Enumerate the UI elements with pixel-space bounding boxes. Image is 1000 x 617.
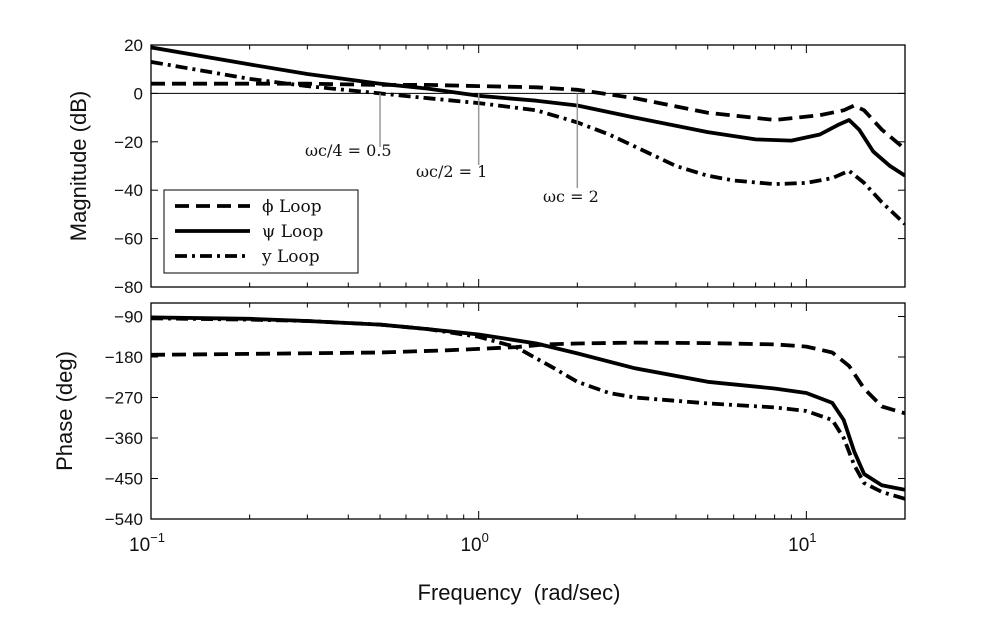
magnitude-frame [150, 44, 906, 288]
annotation-label: ωc/4 = 0.5 [305, 141, 392, 160]
phase-frame [150, 302, 906, 520]
phase-panel: −90 −180 −270 −360 −450 −540 10−1 100 101 Phase… [52, 302, 906, 605]
phase-y-ticks: −90 −180 −270 −360 −450 −540 [105, 308, 905, 529]
legend-label-y-loop: y Loop [261, 247, 320, 267]
phase-y-tick-label: −270 [105, 389, 143, 408]
annotation-label: ωc/2 = 1 [416, 162, 487, 181]
magnitude-series-loop [151, 81, 905, 151]
magnitude-y-axis-title: Magnitude (dB) [66, 91, 91, 241]
x-tick-label: 100 [460, 530, 488, 556]
magnitude-y-tick-label: −20 [114, 133, 143, 152]
phase-series-y-loop [151, 316, 905, 501]
phase-plot-area [151, 315, 905, 501]
annotation-label: ωc = 2 [543, 187, 599, 206]
phase-x-ticks: 10−1 100 101 [129, 303, 906, 556]
crossover-annotations: ωc/4 = 0.5 ωc/2 = 1 ωc = 2 [305, 93, 599, 206]
phase-y-tick-label: −540 [105, 510, 143, 529]
phase-y-tick-label: −180 [105, 348, 143, 367]
legend-label-loop: ψ Loop [262, 222, 323, 242]
x-axis-title: Frequency (rad/sec) [418, 580, 621, 605]
phase-series-loop [151, 315, 905, 492]
legend-label-loop: ϕ Loop [262, 197, 322, 217]
magnitude-plot-area [151, 45, 905, 226]
phase-y-tick-label: −450 [105, 470, 143, 489]
magnitude-y-tick-label: −40 [114, 181, 143, 200]
magnitude-y-tick-label: 0 [134, 84, 143, 103]
magnitude-y-ticks: 20 0 −20 −40 −60 −80 [114, 36, 905, 297]
x-tick-label: 101 [788, 530, 816, 556]
phase-y-tick-label: −90 [114, 308, 143, 327]
legend: ϕ Loop ψ Loop y Loop [163, 189, 359, 274]
magnitude-y-tick-label: 20 [124, 36, 143, 55]
phase-series-loop [151, 340, 905, 416]
magnitude-y-tick-label: −60 [114, 230, 143, 249]
magnitude-y-tick-label: −80 [114, 278, 143, 297]
magnitude-x-ticks [150, 45, 906, 287]
phase-y-tick-label: −360 [105, 429, 143, 448]
magnitude-series-loop [151, 45, 905, 178]
x-tick-label: 10−1 [129, 530, 165, 556]
phase-y-axis-title: Phase (deg) [52, 351, 77, 471]
magnitude-panel: 20 0 −20 −40 −60 −80 Magnitude (dB) ωc/4 = 0.… [66, 36, 906, 297]
